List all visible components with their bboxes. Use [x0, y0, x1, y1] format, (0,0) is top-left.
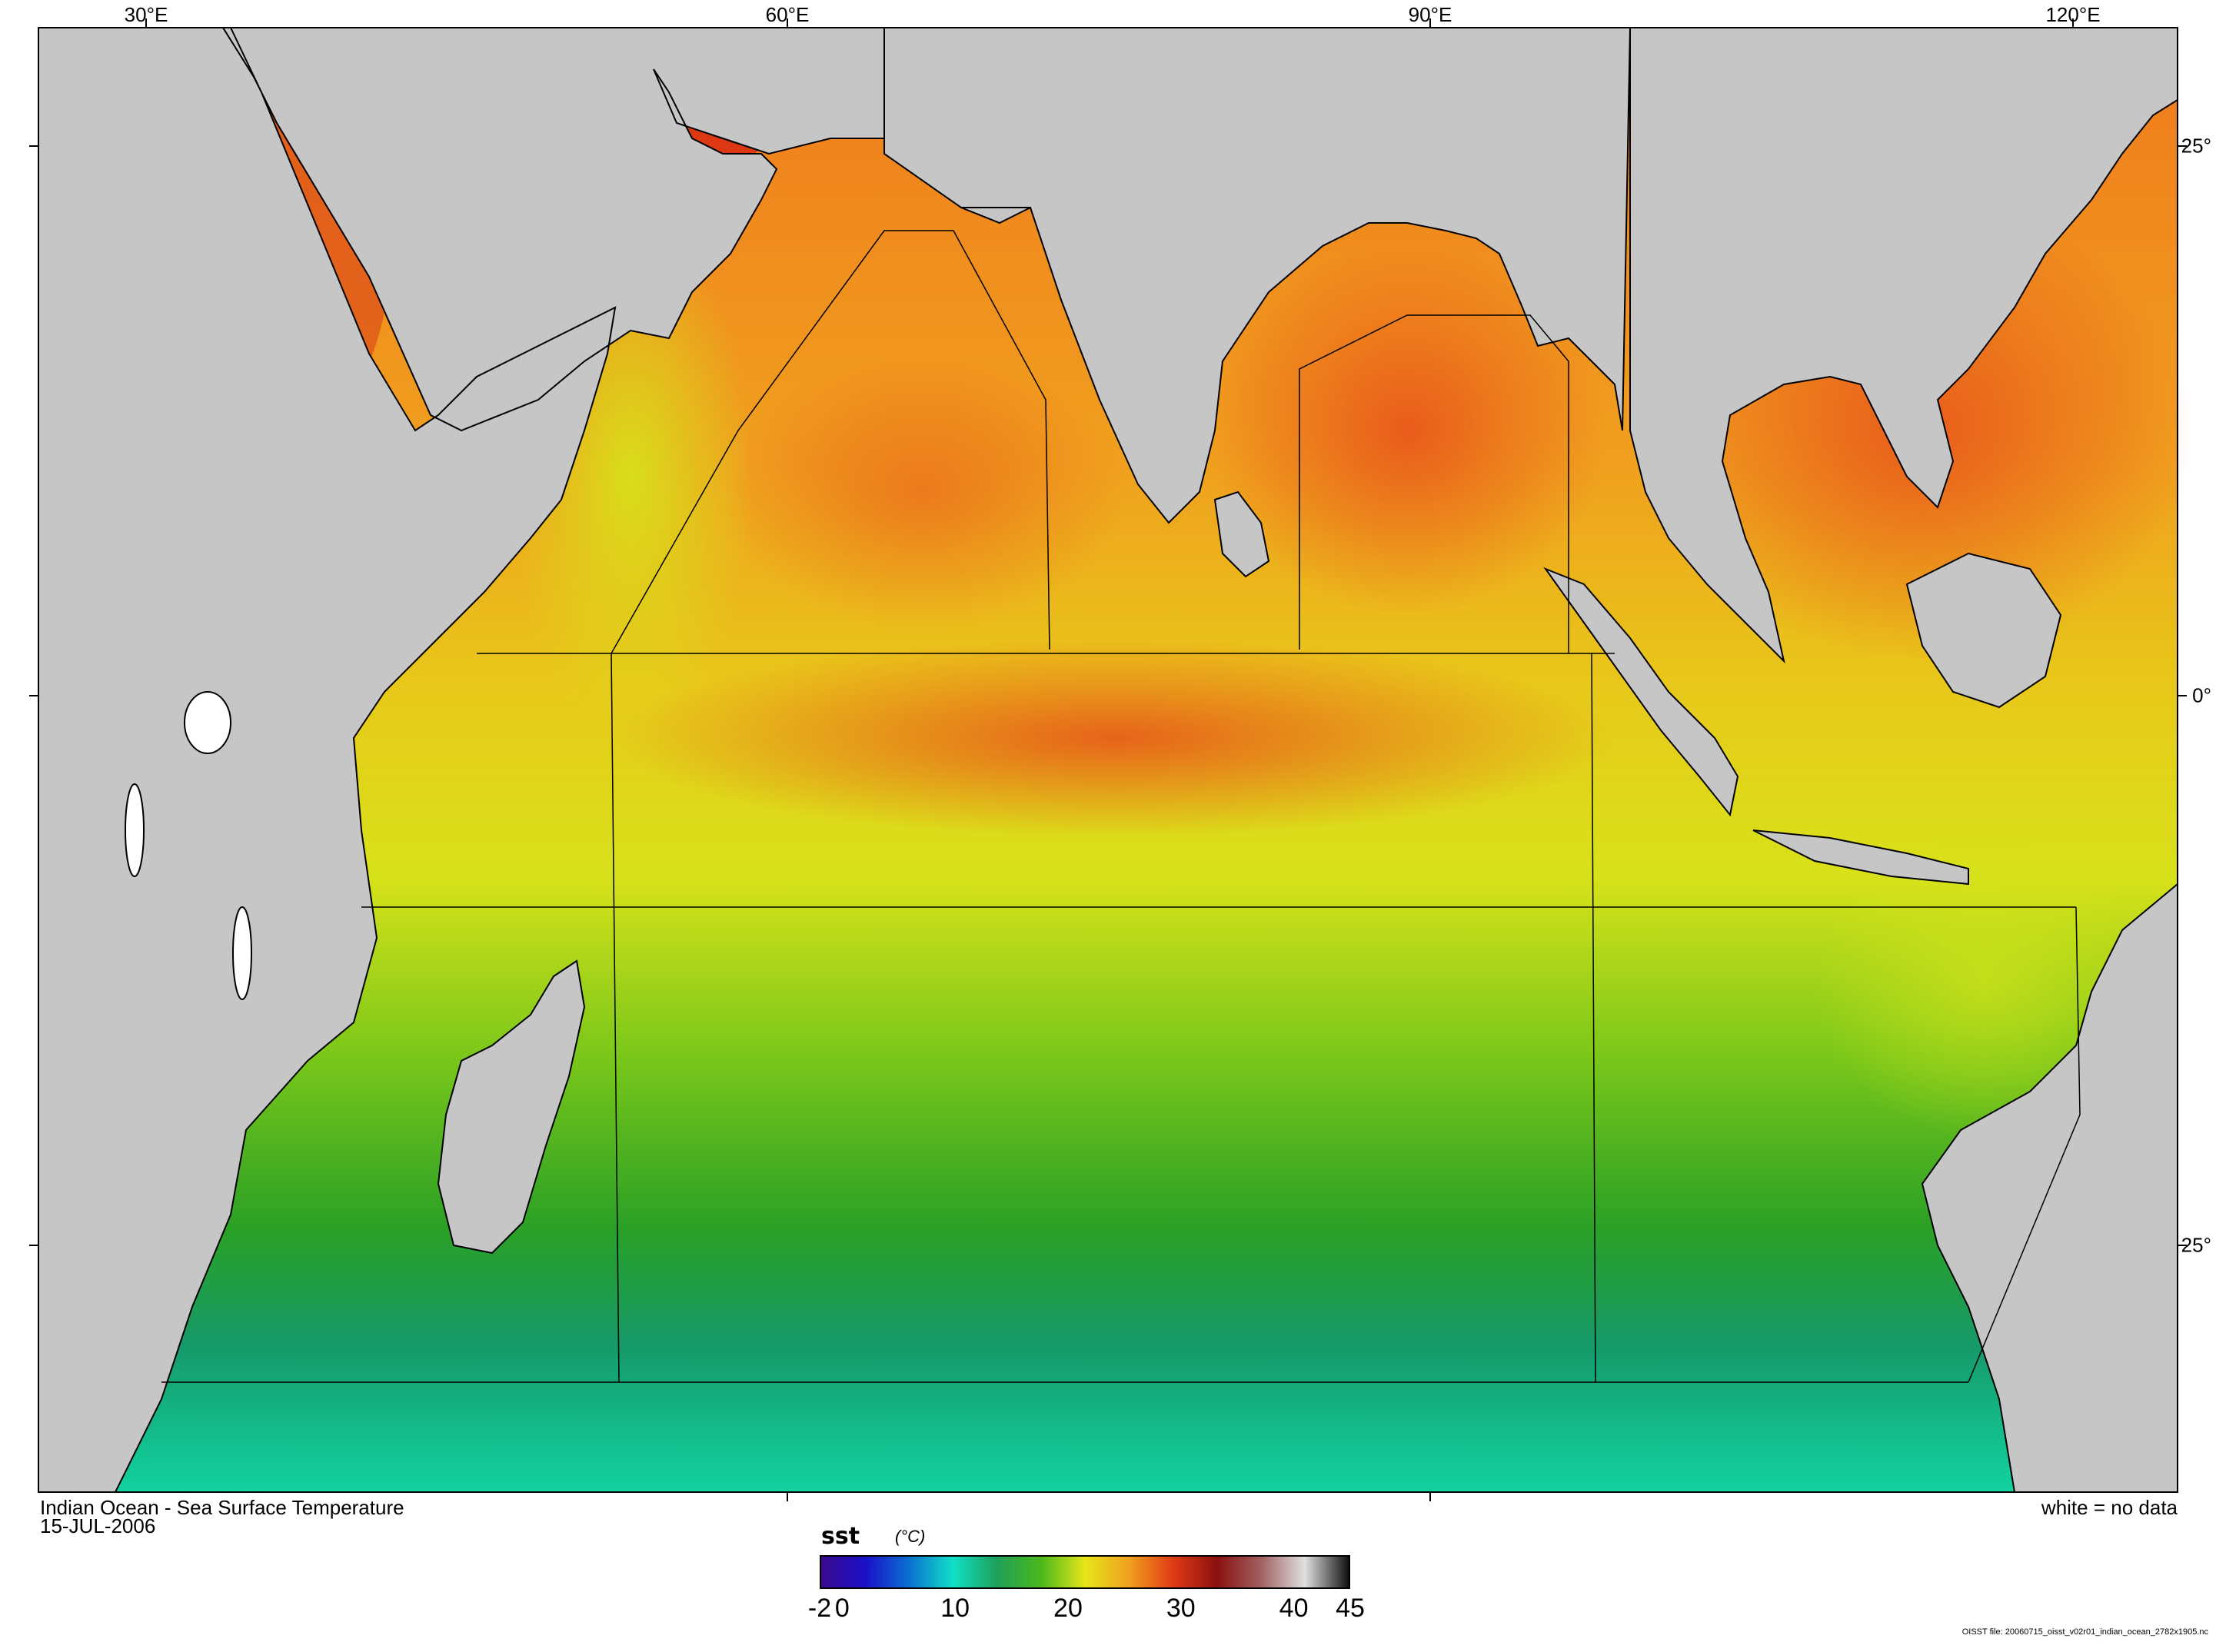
- warm-bay-of-bengal: [1207, 246, 1607, 615]
- lake-victoria-no-data: [184, 691, 231, 754]
- colorbar-tick-label: 45: [1336, 1594, 1365, 1623]
- graticule-ticks: [29, 18, 2187, 1501]
- land: [38, 27, 2178, 1493]
- no-data-note: white = no data: [2041, 1496, 2178, 1519]
- lat-label-0: 0°: [2192, 683, 2211, 707]
- borneo-land: [1905, 552, 2062, 709]
- lon-label-30e: 30°E: [124, 3, 168, 26]
- warm-arabian-sea: [723, 354, 1123, 630]
- map-frame: [38, 27, 2178, 1493]
- colorbar-tick-label: 0: [834, 1594, 850, 1623]
- sri-lanka-land: [1213, 490, 1270, 578]
- java-land: [1752, 829, 1969, 886]
- colorbar-variable: sst: [821, 1523, 860, 1550]
- map-title: Indian Ocean - Sea Surface Temperature: [40, 1496, 404, 1519]
- colorbar-tick-label: 20: [1053, 1594, 1083, 1623]
- map-date: 15-JUL-2006: [40, 1514, 156, 1537]
- lon-label-60e: 60°E: [765, 3, 810, 26]
- southeast-asia-land: [1629, 27, 2178, 664]
- sumatra-land: [1543, 567, 1739, 817]
- lake-malawi-no-data: [232, 906, 252, 1000]
- madagascar-land: [437, 959, 586, 1255]
- lat-label-25n: 25°: [2181, 134, 2211, 158]
- lake-tanganyika-no-data: [125, 783, 145, 877]
- region-boundaries: [161, 230, 2081, 1383]
- no-data-areas: [125, 691, 252, 1000]
- india-land: [883, 27, 1632, 524]
- colorbar-tick-label: 10: [940, 1594, 970, 1623]
- colorbar-unit: (°C): [895, 1527, 926, 1546]
- colorbar: [820, 1555, 1350, 1589]
- colorbar-tick-label: -2: [807, 1594, 832, 1623]
- warm-equatorial-band: [615, 638, 1615, 838]
- source-note: OISST file: 20060715_oisst_v02r01_indian…: [1961, 1627, 2208, 1637]
- colorbar-tick-label: 30: [1166, 1594, 1196, 1623]
- colorbar-tick-label: 40: [1279, 1594, 1309, 1623]
- lon-label-120e: 120°E: [2045, 3, 2101, 26]
- lon-label-90e: 90°E: [1408, 3, 1452, 26]
- lat-label-25s: 25°: [2181, 1233, 2211, 1257]
